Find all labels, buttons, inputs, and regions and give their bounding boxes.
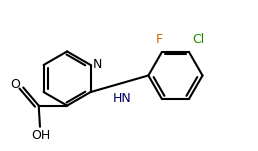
Text: Cl: Cl (192, 34, 204, 47)
Text: O: O (11, 78, 20, 91)
Text: OH: OH (32, 129, 51, 142)
Text: F: F (156, 34, 163, 47)
Text: HN: HN (113, 92, 131, 105)
Text: N: N (93, 58, 102, 71)
